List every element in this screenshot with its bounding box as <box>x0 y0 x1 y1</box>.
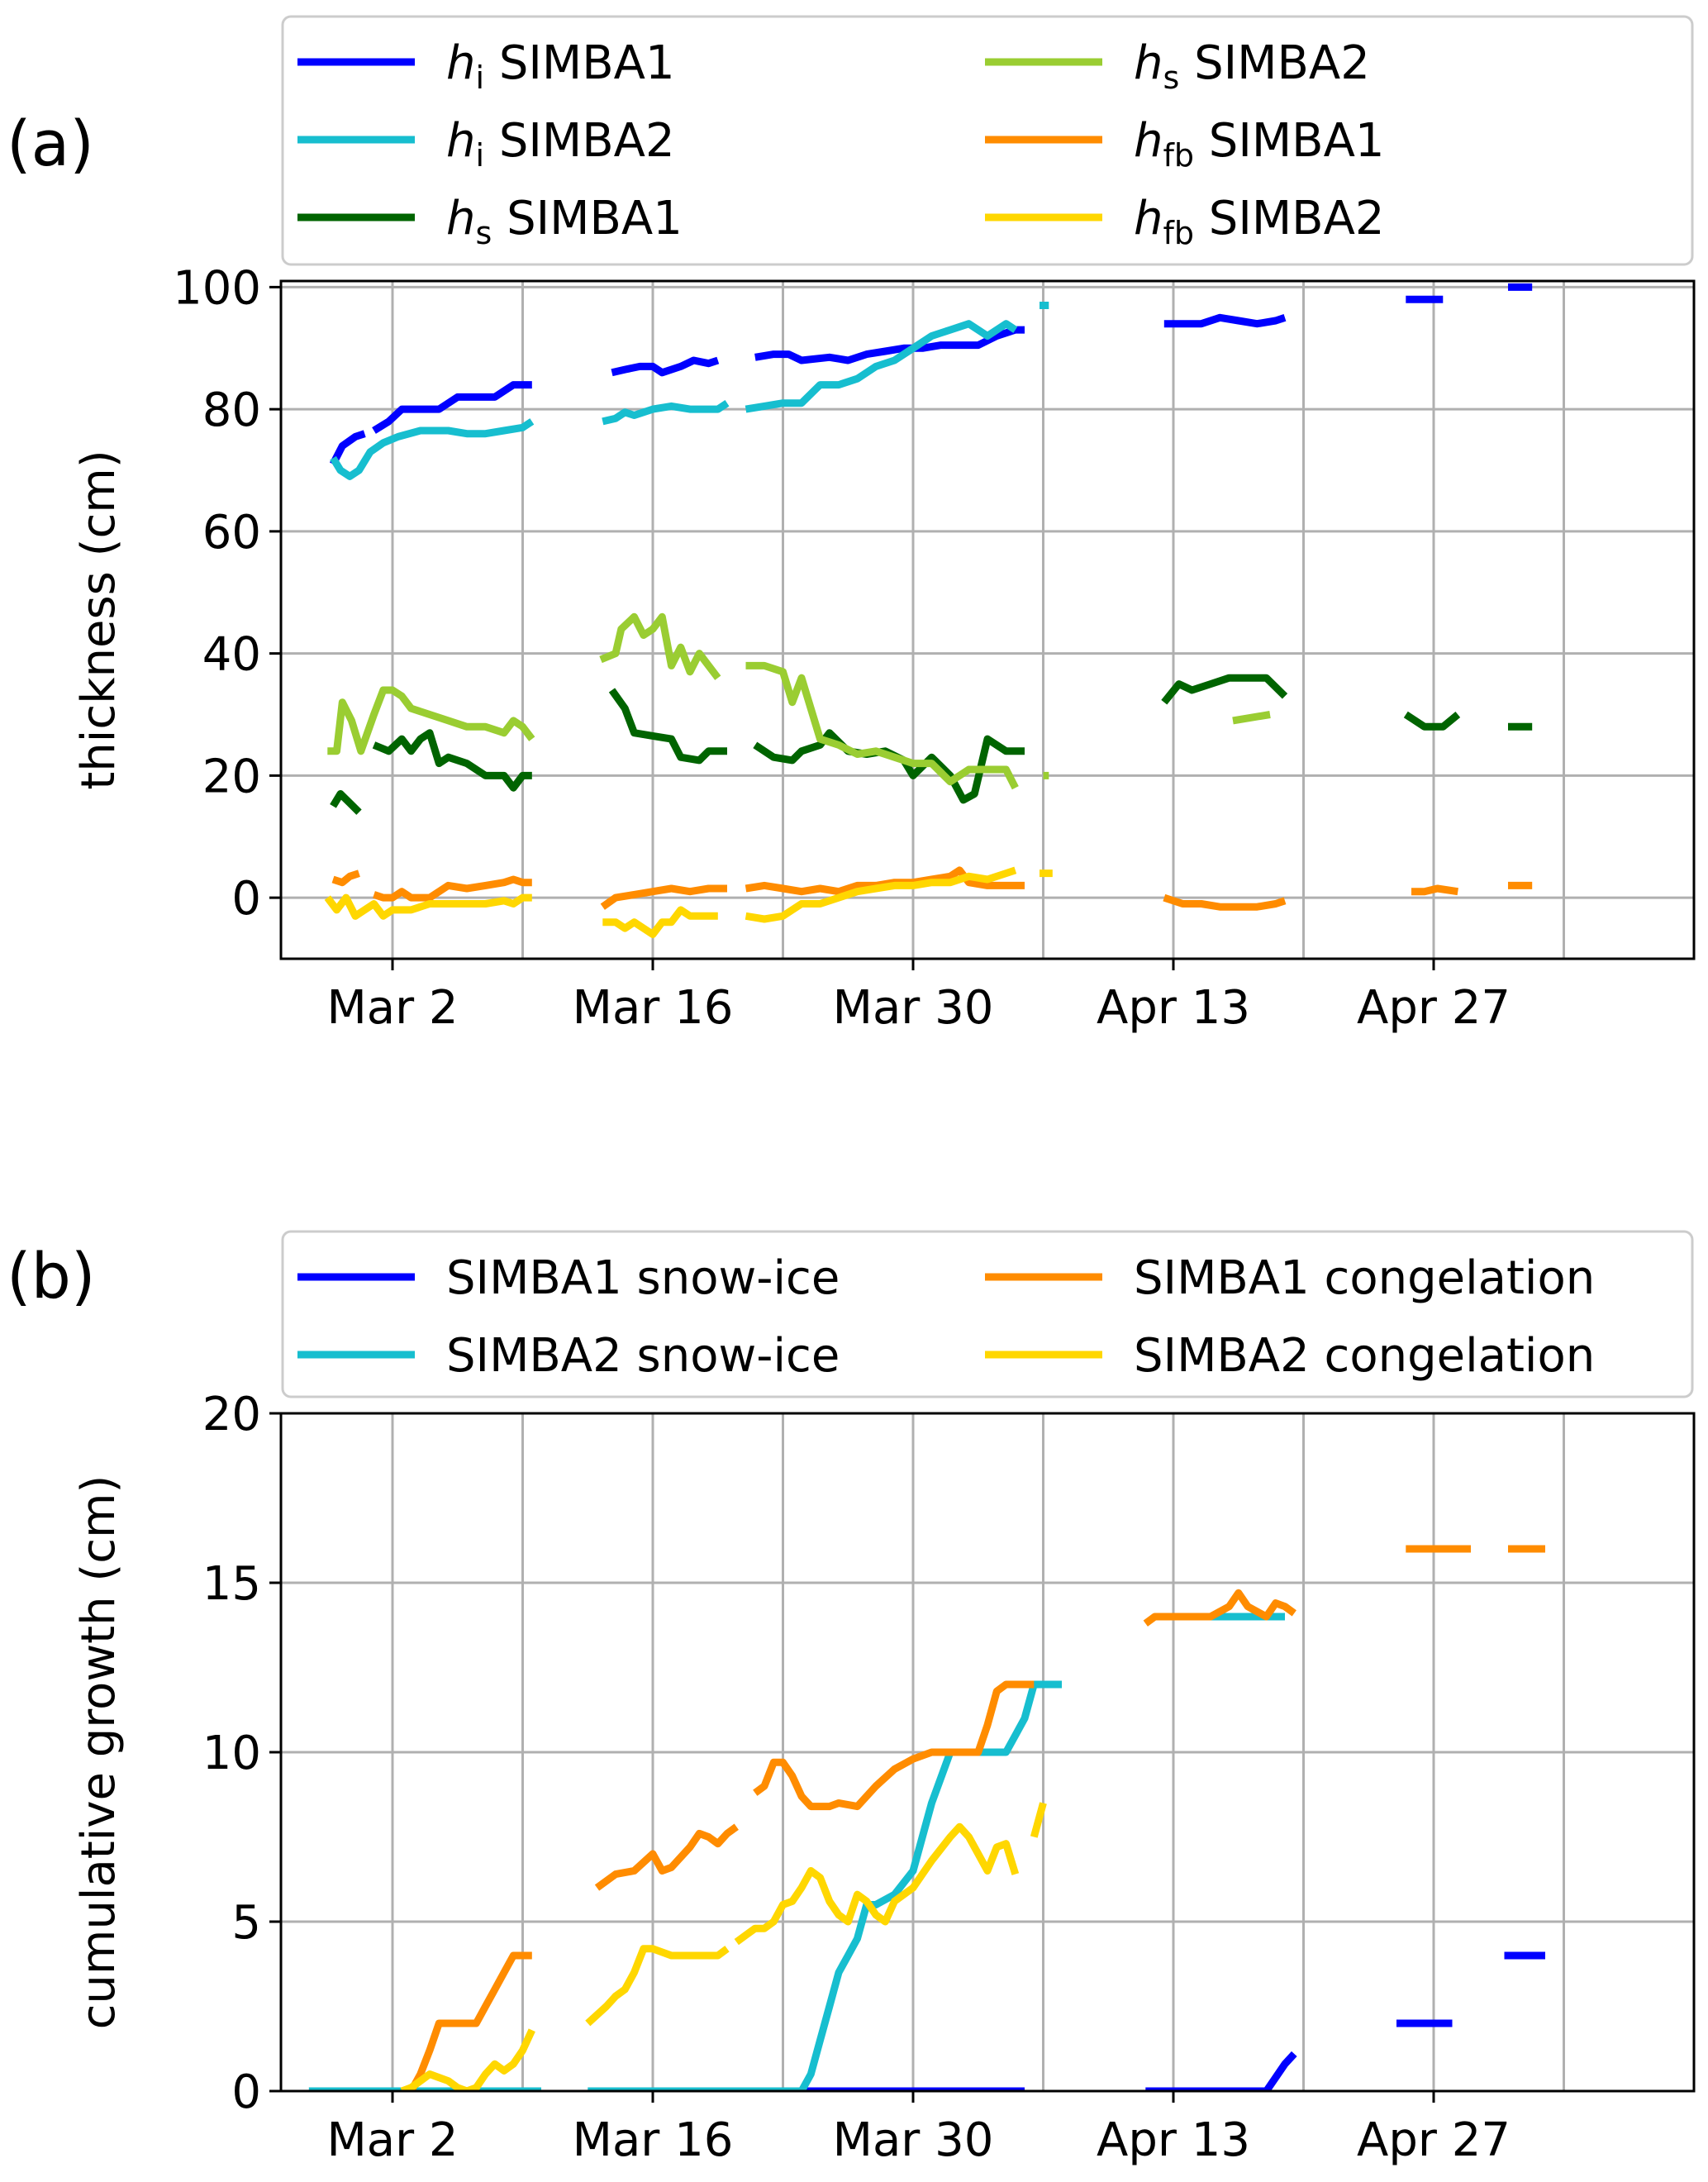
chart-panel-a: Mar 2 Mar 16 Mar 30 Apr 13 Apr 27 0 20 40 60 80 10… <box>7 15 1696 1035</box>
series-line-hi-simba1-seg2 <box>611 356 720 377</box>
series-line-hfb-simba1-seg5 <box>1411 884 1458 896</box>
series-line-simba1-congelation-seg2 <box>753 1680 1035 1811</box>
series-line-hfb-simba1-seg1 <box>373 875 532 902</box>
series-line-hi-simba2-seg0 <box>330 418 535 480</box>
legend-entry-label: SIMBA1 congelation <box>1134 1251 1595 1305</box>
series-line-hi-simba2-seg2 <box>745 320 1018 413</box>
x-tick-label: Apr 27 <box>1357 2113 1511 2167</box>
x-tick-label: Apr 27 <box>1357 981 1511 1035</box>
x-tick-label: Mar 16 <box>573 2113 734 2167</box>
x-tick-label: Mar 30 <box>833 981 994 1035</box>
series-line-hs-simba1-seg4 <box>1161 674 1288 705</box>
series-group <box>308 1545 1545 2091</box>
series-line-simba2-snow-ice-seg1 <box>588 1680 1062 2091</box>
series-line-hi-simba1-seg4 <box>1163 313 1287 328</box>
legend-entry-label: hs SIMBA1 <box>446 192 683 251</box>
y-tick-label: 0 <box>231 872 261 926</box>
legend-entry-label: SIMBA2 snow-ice <box>446 1329 840 1383</box>
series-line-hfb-simba1-seg4 <box>1163 893 1287 911</box>
legend-entry-label: hi SIMBA1 <box>446 36 675 96</box>
y-tick-label: 40 <box>202 628 261 682</box>
series-line-hfb-simba2-seg0 <box>324 893 532 920</box>
x-tick-label: Mar 2 <box>326 2113 458 2167</box>
series-line-simba1-snow-ice-seg1 <box>1145 2051 1297 2091</box>
y-tick-label: 100 <box>173 261 261 315</box>
legend: SIMBA1 snow-ice SIMBA2 snow-ice SIMBA1 con… <box>281 1230 1694 1398</box>
series-line-simba2-congelation-seg0 <box>400 2028 535 2091</box>
panel-label: (a) <box>7 107 94 180</box>
series-line-simba1-congelation-seg3 <box>1143 1589 1296 1627</box>
series-line-hs-simba2-seg2 <box>745 661 1019 790</box>
legend-entry-label: hs SIMBA2 <box>1134 36 1370 96</box>
y-tick-label: 60 <box>202 506 261 560</box>
series-line-simba1-congelation-seg1 <box>594 1823 739 1891</box>
series-line-simba2-congelation-seg2 <box>734 1822 1020 1946</box>
chart-panel-b: Mar 2 Mar 16 Mar 30 Apr 13 Apr 27 0 5 10 15 20 cum… <box>7 1230 1696 2167</box>
series-line-hs-simba1-seg2 <box>608 688 727 765</box>
panel-label: (b) <box>7 1239 96 1313</box>
x-tick-label: Apr 13 <box>1097 981 1250 1035</box>
y-tick-label: 5 <box>231 1896 261 1950</box>
series-line-hs-simba2-seg1 <box>599 612 721 680</box>
y-tick-label: 20 <box>202 750 261 803</box>
series-line-hs-simba1-seg0 <box>330 790 362 815</box>
series-line-hfb-simba2-seg2 <box>745 866 1017 923</box>
series-line-simba1-congelation-seg0 <box>407 1951 532 2091</box>
y-tick-label: 15 <box>202 1557 261 1611</box>
y-tick-label: 10 <box>202 1727 261 1780</box>
series-line-hs-simba2-seg4 <box>1232 711 1271 725</box>
series-line-simba2-congelation-seg1 <box>585 1945 730 2027</box>
legend-entry-label: hi SIMBA2 <box>446 114 675 174</box>
legend: hi SIMBA1 hi SIMBA2 hs SIMBA1 hs SIMBA2 hfb … <box>281 15 1694 266</box>
y-tick-label: 0 <box>231 2065 261 2119</box>
series-line-hs-simba2-seg0 <box>327 686 535 755</box>
x-tick-label: Mar 30 <box>833 2113 994 2167</box>
y-tick-label: 20 <box>202 1388 261 1441</box>
series-line-hfb-simba1-seg0 <box>331 869 360 887</box>
series-line-hi-simba1-seg1 <box>372 381 532 434</box>
y-axis-label: thickness (cm) <box>72 450 126 789</box>
x-tick-label: Apr 13 <box>1097 2113 1250 2167</box>
series-line-hs-simba1-seg5 <box>1403 711 1461 731</box>
plot-frame <box>279 279 1696 960</box>
x-tick-label: Mar 16 <box>573 981 734 1035</box>
series-line-hi-simba1-seg0 <box>329 430 366 466</box>
series-line-hfb-simba1-seg2 <box>600 884 727 910</box>
legend-entry-label: SIMBA2 congelation <box>1134 1329 1595 1383</box>
y-axis-label: cumulative growth (cm) <box>72 1475 126 2030</box>
legend-entry-label: hfb SIMBA1 <box>1134 114 1385 174</box>
y-tick-label: 80 <box>202 384 261 437</box>
series-line-hfb-simba2-seg1 <box>602 906 718 938</box>
series-line-simba2-congelation-seg3 <box>1030 1802 1047 1838</box>
series-line-hs-simba1-seg1 <box>372 729 532 792</box>
legend-box <box>281 1230 1694 1398</box>
series-group <box>324 283 1533 938</box>
series-line-hi-simba2-seg1 <box>602 399 730 426</box>
legend-entry-label: SIMBA1 snow-ice <box>446 1251 840 1305</box>
x-tick-label: Mar 2 <box>326 981 458 1035</box>
series-line-hi-simba1-seg3 <box>754 326 1025 364</box>
legend-entry-label: hfb SIMBA2 <box>1134 192 1385 251</box>
